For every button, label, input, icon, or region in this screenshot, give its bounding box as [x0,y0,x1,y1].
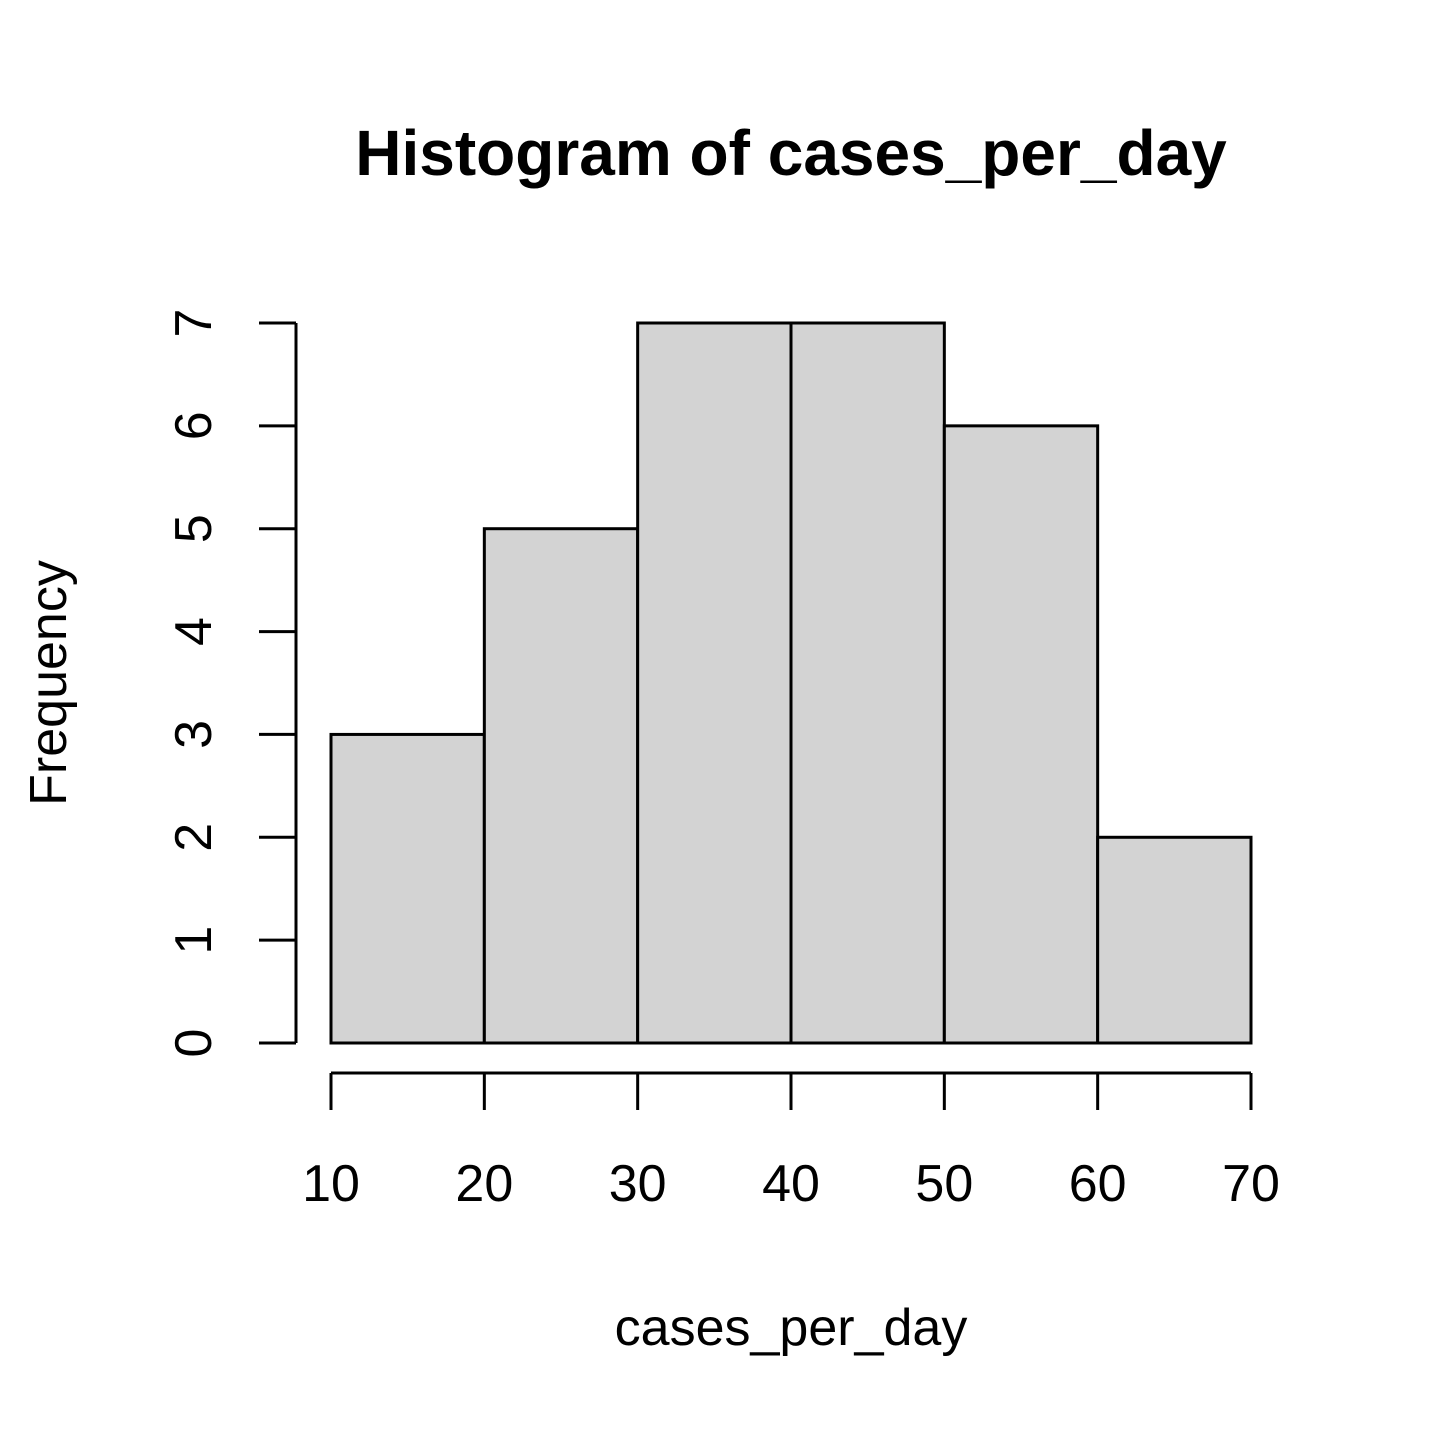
histogram-bar-10-20 [329,732,486,1045]
histogram-bar-20-30 [482,527,640,1045]
x-axis: 10 20 30 40 50 60 70 [302,1071,1280,1213]
y-axis-label: Frequency [20,560,78,806]
x-tick-label-40: 40 [762,1155,820,1213]
histogram-bar-40-50 [789,321,946,1045]
x-tick-label-70: 70 [1222,1155,1280,1213]
x-tick-label-20: 20 [455,1155,513,1213]
x-tick-label-10: 10 [302,1155,360,1213]
bars-group [329,321,1253,1045]
x-tick-label-30: 30 [609,1155,667,1213]
y-tick-label-2: 2 [165,823,223,852]
y-tick-label-5: 5 [165,514,223,543]
chart-title: Histogram of cases_per_day [355,117,1227,189]
histogram-bar-30-40 [636,321,793,1045]
histogram-bar-50-60 [942,424,1100,1045]
y-tick-label-4: 4 [165,617,223,646]
y-axis: 0 1 2 3 4 5 6 7 [165,309,298,1058]
y-tick-label-3: 3 [165,720,223,749]
x-tick-label-50: 50 [915,1155,973,1213]
x-axis-label: cases_per_day [615,1299,968,1357]
y-tick-label-0: 0 [165,1029,223,1058]
x-tick-label-60: 60 [1069,1155,1127,1213]
y-tick-label-7: 7 [165,309,223,338]
y-tick-label-6: 6 [165,411,223,440]
histogram-bar-60-70 [1096,835,1253,1045]
y-tick-label-1: 1 [165,926,223,955]
